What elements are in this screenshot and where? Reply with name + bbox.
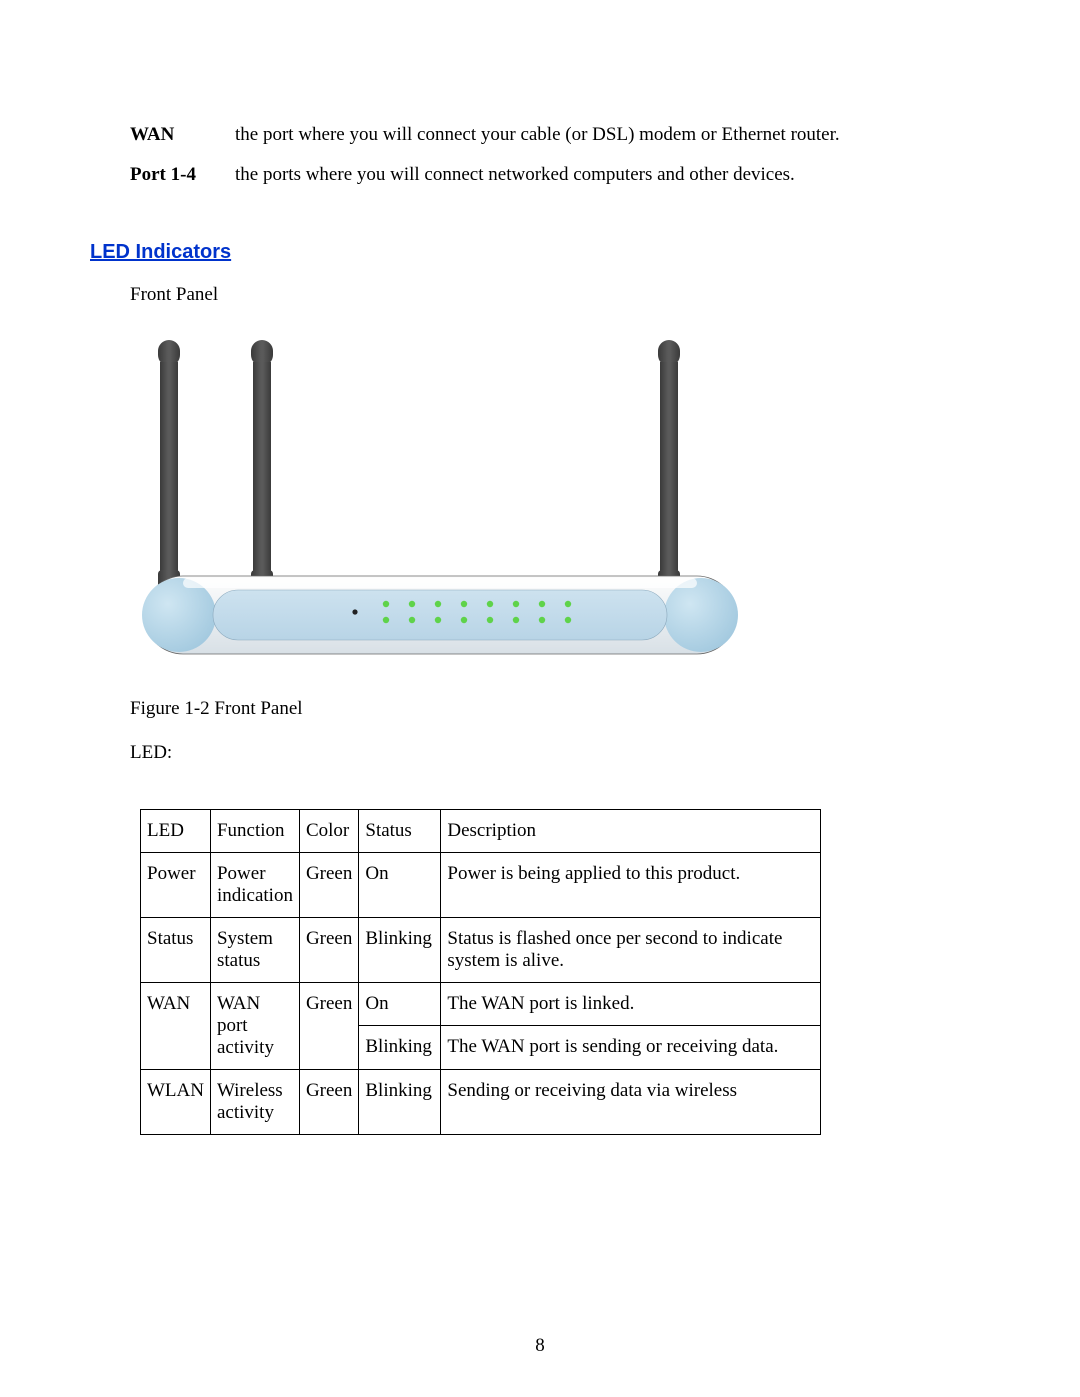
table-cell: Blinking — [359, 1069, 441, 1134]
table-header-cell: Status — [359, 809, 441, 852]
definition-desc: the ports where you will connect network… — [235, 160, 950, 190]
definition-row: Port 1-4 the ports where you will connec… — [130, 160, 950, 190]
table-cell: The WAN port is linked. — [441, 982, 821, 1026]
definition-row: WAN the port where you will connect your… — [130, 120, 950, 150]
table-cell: Green — [299, 1069, 358, 1134]
definition-term: WAN — [130, 120, 235, 150]
table-cell: Green — [299, 917, 358, 982]
table-cell: Power — [141, 852, 211, 917]
table-cell: Wireless activity — [210, 1069, 299, 1134]
table-header-cell: LED — [141, 809, 211, 852]
table-cell: Status is flashed once per second to ind… — [441, 917, 821, 982]
table-cell: Sending or receiving data via wireless — [441, 1069, 821, 1134]
table-cell: WLAN — [141, 1069, 211, 1134]
table-cell: Status — [141, 917, 211, 982]
table-header-cell: Function — [210, 809, 299, 852]
table-cell: On — [359, 852, 441, 917]
table-cell: Green — [299, 982, 358, 1069]
router-front-panel-figure — [130, 330, 750, 670]
table-cell: Blinking — [359, 1026, 441, 1070]
definition-list: WAN the port where you will connect your… — [130, 120, 950, 191]
page-number: 8 — [0, 1335, 1080, 1357]
table-cell: WAN — [141, 982, 211, 1069]
table-cell: The WAN port is sending or receiving dat… — [441, 1026, 821, 1070]
table-cell: Power is being applied to this product. — [441, 852, 821, 917]
table-cell: WAN port activity — [210, 982, 299, 1069]
table-cell: System status — [210, 917, 299, 982]
led-label: LED: — [130, 738, 950, 768]
definition-desc: the port where you will connect your cab… — [235, 120, 950, 150]
table-cell: Green — [299, 852, 358, 917]
table-header-cell: Description — [441, 809, 821, 852]
table-cell: On — [359, 982, 441, 1026]
front-panel-label: Front Panel — [130, 280, 950, 310]
table-cell: Blinking — [359, 917, 441, 982]
figure-caption: Figure 1-2 Front Panel — [130, 698, 950, 720]
section-heading-led-indicators: LED Indicators — [90, 241, 950, 264]
led-table: LEDFunctionColorStatusDescriptionPowerPo… — [140, 809, 821, 1135]
definition-term: Port 1-4 — [130, 160, 235, 190]
table-cell: Power indication — [210, 852, 299, 917]
table-header-cell: Color — [299, 809, 358, 852]
